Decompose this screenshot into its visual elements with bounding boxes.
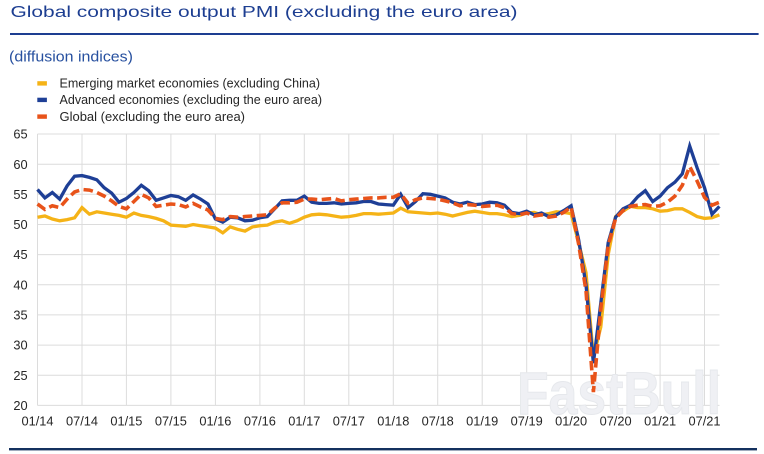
- svg-text:60: 60: [13, 157, 27, 172]
- svg-text:07/15: 07/15: [155, 413, 187, 428]
- svg-text:65: 65: [13, 127, 27, 142]
- svg-text:40: 40: [13, 277, 27, 292]
- svg-text:Emerging market economies (exc: Emerging market economies (excluding Chi…: [60, 77, 321, 91]
- svg-text:01/15: 01/15: [110, 413, 142, 428]
- svg-text:01/18: 01/18: [377, 413, 409, 428]
- svg-text:01/16: 01/16: [199, 413, 231, 428]
- svg-text:07/18: 07/18: [422, 413, 454, 428]
- svg-text:07/17: 07/17: [333, 413, 365, 428]
- svg-text:01/17: 01/17: [288, 413, 320, 428]
- svg-text:45: 45: [13, 247, 27, 262]
- svg-text:07/14: 07/14: [66, 413, 98, 428]
- svg-text:(diffusion indices): (diffusion indices): [9, 50, 133, 66]
- svg-text:20: 20: [13, 398, 27, 413]
- svg-text:01/19: 01/19: [466, 413, 498, 428]
- svg-text:50: 50: [13, 217, 27, 232]
- svg-text:35: 35: [13, 308, 27, 323]
- svg-text:Global (excluding the euro are: Global (excluding the euro area): [60, 110, 246, 124]
- svg-text:Advanced economies (excluding: Advanced economies (excluding the euro a…: [60, 93, 323, 107]
- svg-text:FastBull: FastBull: [517, 360, 721, 427]
- svg-text:Global composite output PMI (e: Global composite output PMI (excluding t…: [11, 4, 518, 21]
- svg-text:30: 30: [13, 338, 27, 353]
- svg-text:25: 25: [13, 368, 27, 383]
- svg-text:07/21: 07/21: [688, 413, 720, 428]
- svg-text:01/14: 01/14: [21, 413, 53, 428]
- svg-text:07/16: 07/16: [244, 413, 276, 428]
- svg-text:07/19: 07/19: [511, 413, 543, 428]
- svg-text:01/21: 01/21: [644, 413, 676, 428]
- svg-text:01/20: 01/20: [555, 413, 587, 428]
- svg-text:55: 55: [13, 187, 27, 202]
- svg-text:07/20: 07/20: [600, 413, 632, 428]
